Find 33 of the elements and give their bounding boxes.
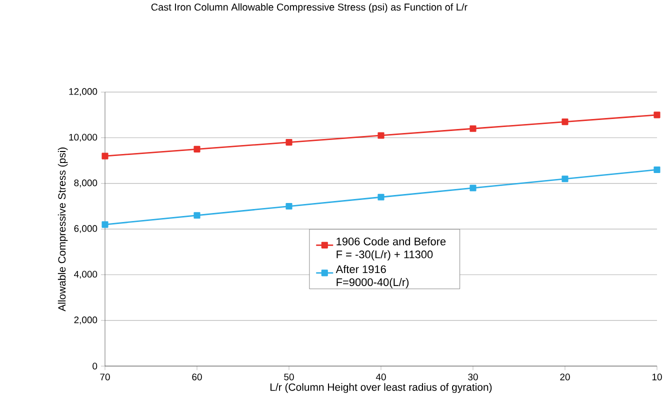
x-tick-label: 20 xyxy=(560,374,570,380)
x-axis-title: L/r (Column Height over least radius of gyration) xyxy=(270,383,492,393)
y-tick-label: 8,000 xyxy=(74,179,98,188)
point xyxy=(654,112,660,118)
y-tick-label: 0 xyxy=(92,362,98,370)
y-tick-label: 6,000 xyxy=(74,225,98,233)
y-axis-title: Allowable Compressive Stress (psi) xyxy=(58,147,68,312)
x-tick-label: 70 xyxy=(100,374,110,380)
point xyxy=(562,118,568,126)
point xyxy=(194,212,200,219)
legend-label: 1906 Code and Before F = -30(L/r) + 11300 xyxy=(336,237,446,260)
y-tick-label: 12,000 xyxy=(69,88,98,96)
point xyxy=(286,138,292,146)
chart-title: Cast Iron Column Allowable Compressive Stress (psi) as Function of L/r xyxy=(151,3,468,13)
x-tick-label: 50 xyxy=(284,374,294,380)
y-tick-label: 2,000 xyxy=(74,316,98,324)
y-tick-label: 10,000 xyxy=(69,134,98,142)
point xyxy=(378,132,384,139)
point xyxy=(562,176,568,182)
point xyxy=(654,166,660,173)
point xyxy=(378,194,384,200)
point xyxy=(470,125,476,132)
x-tick-label: 40 xyxy=(376,374,386,380)
legend-label: After 1916 F=9000-40(L/r) xyxy=(336,265,409,288)
point xyxy=(102,152,108,160)
point xyxy=(470,184,476,192)
y-tick-label: 4,000 xyxy=(74,270,98,279)
x-tick-label: 60 xyxy=(192,374,202,380)
point xyxy=(102,221,108,228)
x-tick-label: 10 xyxy=(652,374,662,380)
point xyxy=(194,146,200,152)
x-tick-label: 30 xyxy=(468,374,478,380)
point xyxy=(286,202,292,210)
